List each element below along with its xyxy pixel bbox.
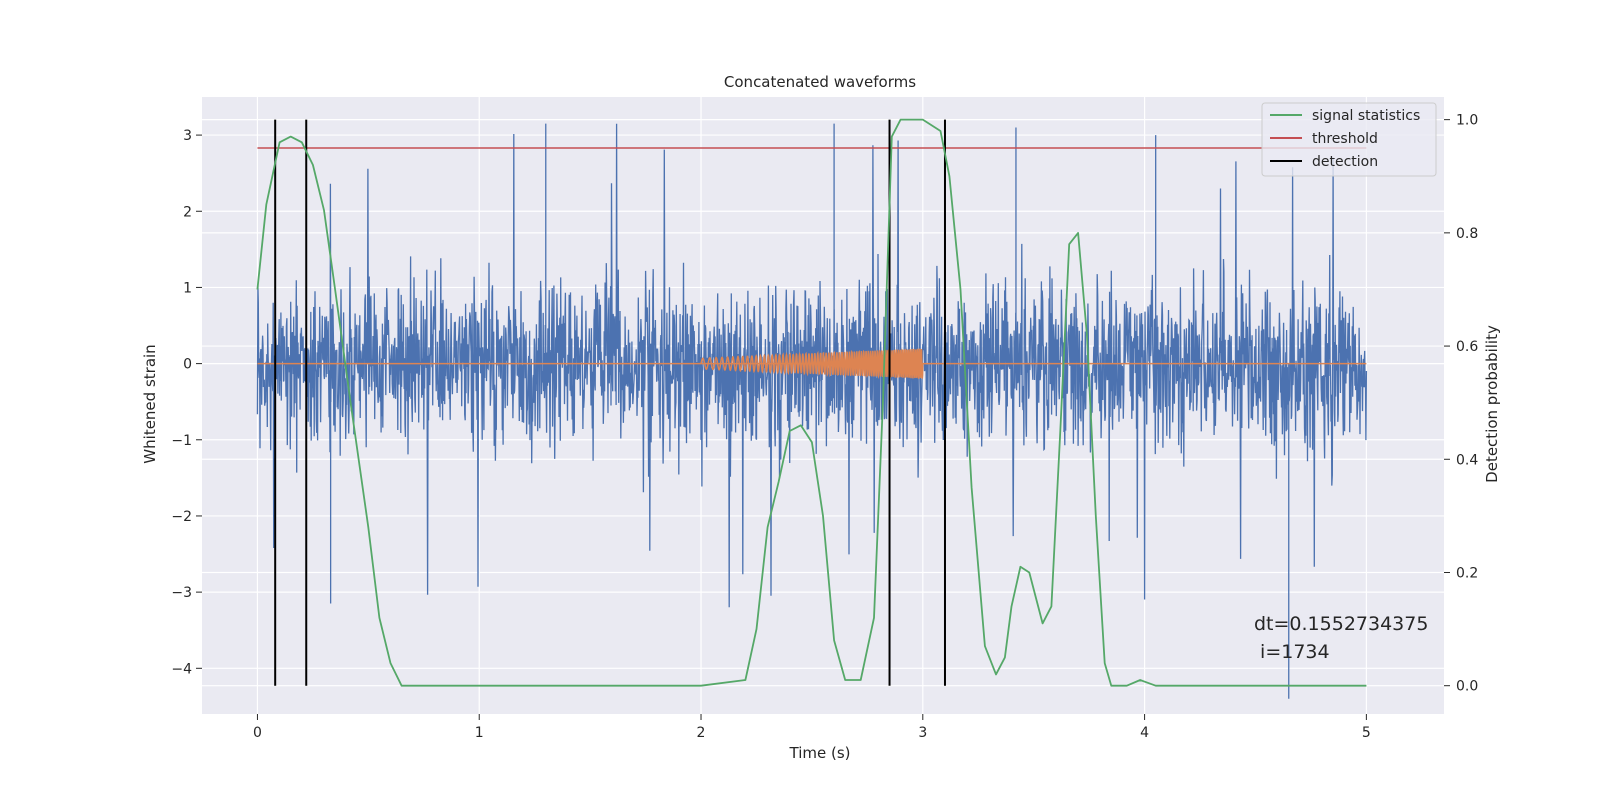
series-noise <box>256 123 1368 699</box>
injection-chirp <box>700 348 924 380</box>
y-tick-label: −2 <box>171 509 192 525</box>
y-tick-label: −1 <box>171 433 192 449</box>
y2-tick-label: 1.0 <box>1456 113 1478 129</box>
y-tick-label: 3 <box>183 128 192 144</box>
legend-box <box>1261 102 1437 177</box>
annotation-dt: dt=0.1552734375 <box>1254 613 1428 635</box>
y2-tick-label: 0.6 <box>1456 339 1478 355</box>
chart-title: Concatenated waveforms <box>724 73 916 91</box>
y-tick-label: 0 <box>183 357 192 373</box>
legend-label: detection <box>1312 154 1378 170</box>
y2-tick-label: 0.0 <box>1456 679 1478 695</box>
y-tick-label: −3 <box>171 585 192 601</box>
x-tick-label: 4 <box>1140 725 1149 741</box>
x-tick-label: 0 <box>253 725 262 741</box>
y2-axis-label: Detection probability <box>1483 325 1501 483</box>
legend: signal statistics threshold detection <box>1261 102 1437 177</box>
x-axis: 0 1 2 3 4 5 <box>253 714 1371 741</box>
signal-statistics-line <box>256 118 1367 687</box>
y2-tick-label: 0.2 <box>1456 565 1478 581</box>
series-signal-statistics <box>256 118 1367 687</box>
y-tick-label: 2 <box>183 204 192 220</box>
x-tick-label: 1 <box>475 725 484 741</box>
x-axis-label: Time (s) <box>789 744 851 762</box>
legend-label: threshold <box>1312 131 1378 147</box>
y-axis-right: 0.0 0.2 0.4 0.6 0.8 1.0 <box>1444 113 1478 695</box>
y-axis-left: −4 −3 −2 −1 0 1 2 3 <box>171 128 202 677</box>
x-tick-label: 2 <box>697 725 706 741</box>
series-injected-waveform <box>257 348 1367 380</box>
noise-trace <box>256 123 1368 608</box>
y-tick-label: −4 <box>171 661 192 677</box>
y-tick-label: 1 <box>183 280 192 296</box>
annotation-index: i=1734 <box>1254 641 1330 663</box>
x-tick-label: 5 <box>1362 725 1371 741</box>
series-detection <box>274 119 946 686</box>
y2-tick-label: 0.4 <box>1456 452 1478 468</box>
y-axis-label: Whitened strain <box>141 344 159 463</box>
y2-tick-label: 0.8 <box>1456 226 1478 242</box>
legend-label: signal statistics <box>1312 108 1420 124</box>
x-tick-label: 3 <box>918 725 927 741</box>
